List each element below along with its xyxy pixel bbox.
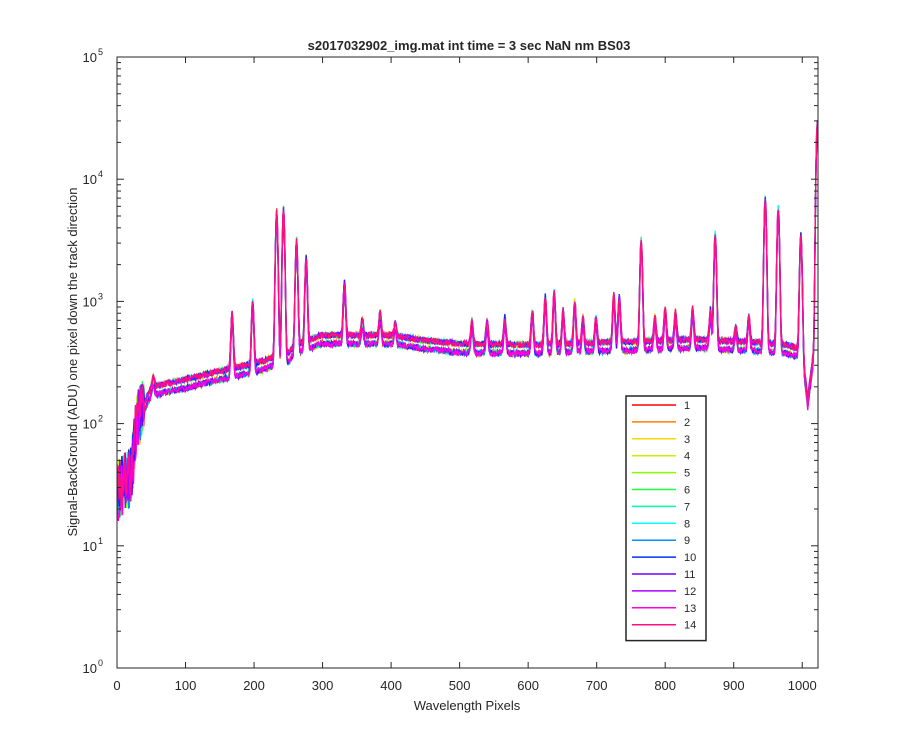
- legend-label-1: 1: [684, 400, 690, 412]
- legend-label-13: 13: [684, 603, 696, 615]
- y-tick-exponent: 0: [98, 658, 103, 668]
- legend-label-11: 11: [684, 569, 695, 581]
- legend-label-7: 7: [684, 501, 690, 513]
- x-tick-label: 600: [517, 678, 539, 693]
- y-tick-exponent: 4: [98, 169, 103, 179]
- x-axis-ticks: 0 100 200 300 400 500 600 700 800 900 1000: [113, 57, 817, 693]
- plot-area: 0 100 200 300 400 500 600 700 800 900 1000 10 010 11…: [83, 47, 819, 693]
- legend-label-10: 10: [684, 552, 696, 564]
- x-tick-label: 400: [380, 678, 402, 693]
- legend-label-4: 4: [684, 451, 690, 463]
- y-tick-exponent: 2: [98, 414, 103, 424]
- legend-label-2: 2: [684, 417, 690, 429]
- y-tick-label: 10: [83, 661, 97, 676]
- y-tick-exponent: 1: [98, 536, 103, 546]
- axes-box: [116, 56, 819, 669]
- axes-background: [117, 57, 818, 668]
- y-tick-label: 10: [83, 172, 97, 187]
- legend-label-5: 5: [684, 468, 690, 480]
- legend-label-9: 9: [684, 535, 690, 547]
- y-axis-label: Signal-BackGround (ADU) one pixel down t…: [65, 187, 80, 536]
- x-tick-label: 900: [723, 678, 745, 693]
- x-tick-label: 300: [312, 678, 334, 693]
- legend-box: [625, 395, 707, 642]
- y-tick-label: 10: [83, 539, 97, 554]
- y-tick-exponent: 5: [98, 47, 103, 57]
- y-tick-label: 10: [83, 294, 97, 309]
- y-tick-label: 10: [83, 417, 97, 432]
- legend-label-12: 12: [684, 586, 696, 598]
- x-tick-label: 100: [175, 678, 197, 693]
- y-tick-label: 10: [83, 50, 97, 65]
- x-tick-label: 200: [243, 678, 265, 693]
- legend-label-3: 3: [684, 434, 690, 446]
- y-tick-exponent: 3: [98, 291, 103, 301]
- x-tick-label: 800: [654, 678, 676, 693]
- legend-label-14: 14: [684, 620, 696, 632]
- legend-label-6: 6: [684, 485, 690, 497]
- series-line-14: [117, 123, 818, 509]
- x-tick-label: 1000: [788, 678, 817, 693]
- series-group: [117, 120, 818, 522]
- legend-label-8: 8: [684, 518, 690, 530]
- x-axis-label: Wavelength Pixels: [414, 698, 521, 713]
- chart-title: s2017032902_img.mat int time = 3 sec NaN…: [308, 38, 631, 53]
- x-tick-label: 700: [586, 678, 608, 693]
- x-tick-label: 500: [449, 678, 471, 693]
- x-tick-label: 0: [113, 678, 120, 693]
